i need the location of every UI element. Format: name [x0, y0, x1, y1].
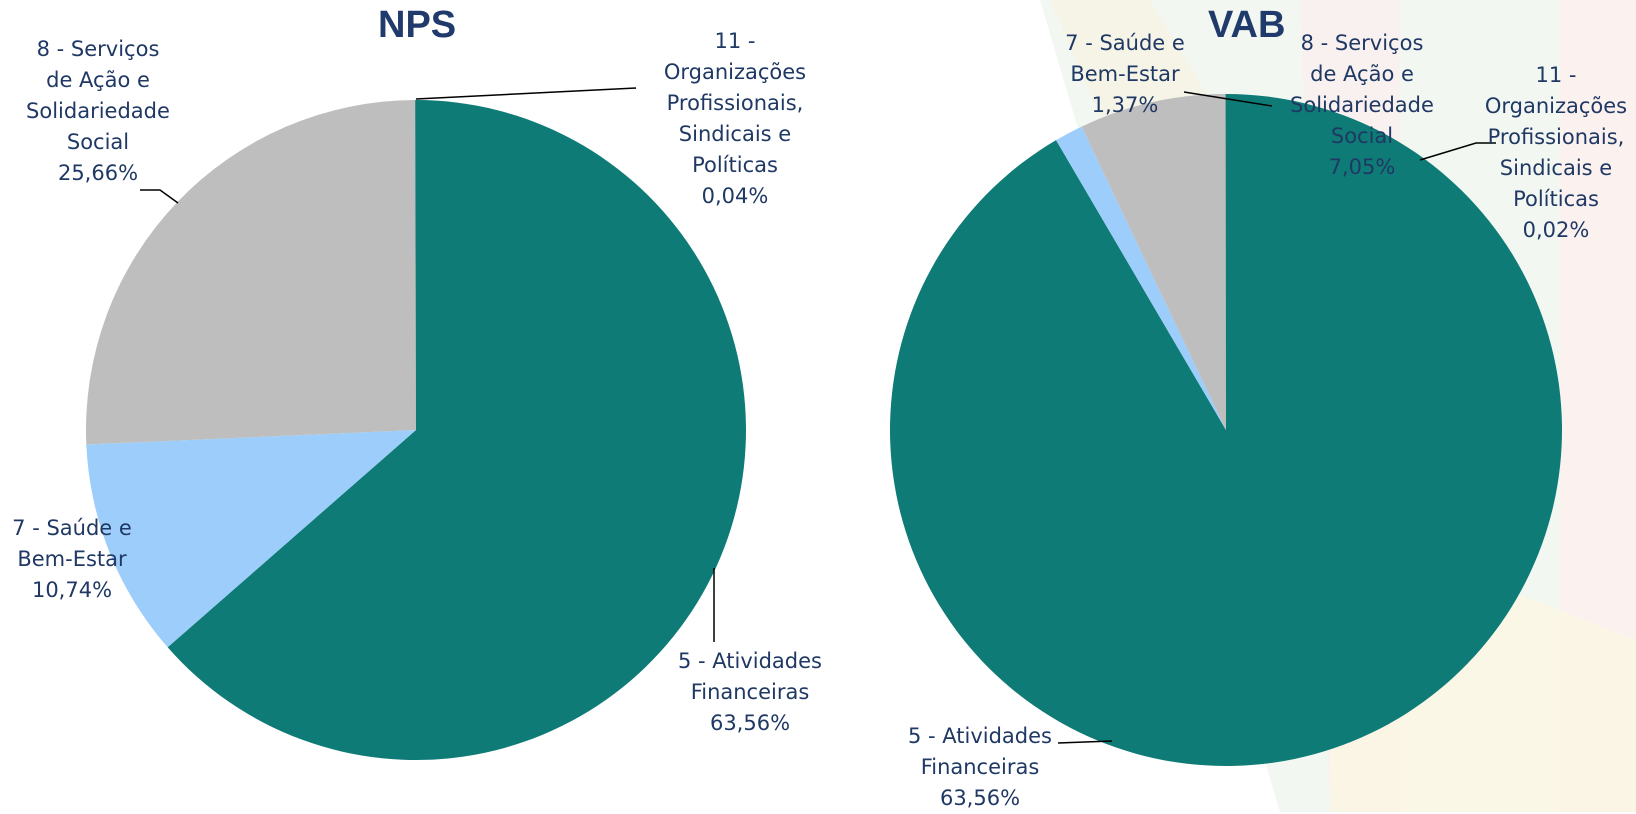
nps-leader-line-servicos	[140, 190, 178, 203]
label-line: 11 -	[650, 26, 820, 57]
label-value: 10,74%	[2, 575, 142, 606]
label-line: Financeiras	[895, 752, 1065, 783]
label-line: Profissionais,	[1476, 122, 1636, 153]
vab-label-servicos: 8 - Serviços de Ação e Solidariedade Soc…	[1282, 28, 1442, 183]
label-line: Solidariedade	[18, 96, 178, 127]
label-value: 25,66%	[18, 158, 178, 189]
vab-label-financeiras: 5 - Atividades Financeiras 63,56%	[895, 721, 1065, 814]
label-value: 1,37%	[1055, 90, 1195, 121]
label-value: 7,05%	[1282, 152, 1442, 183]
label-line: Políticas	[650, 150, 820, 181]
label-value: 0,04%	[650, 181, 820, 212]
label-line: 7 - Saúde e	[1055, 28, 1195, 59]
label-line: de Ação e	[1282, 59, 1442, 90]
nps-label-organizacoes: 11 - Organizações Profissionais, Sindica…	[650, 26, 820, 212]
label-line: Financeiras	[665, 677, 835, 708]
label-line: de Ação e	[18, 65, 178, 96]
label-line: Organizações	[1476, 91, 1636, 122]
nps-leader-line-organizacoes	[416, 88, 636, 99]
label-line: 11 -	[1476, 60, 1636, 91]
label-line: 8 - Serviços	[18, 34, 178, 65]
label-line: Organizações	[650, 57, 820, 88]
label-value: 63,56%	[665, 708, 835, 739]
label-line: Sindicais e	[650, 119, 820, 150]
label-line: 7 - Saúde e	[2, 513, 142, 544]
label-line: Bem-Estar	[2, 544, 142, 575]
label-line: Social	[1282, 121, 1442, 152]
nps-label-financeiras: 5 - Atividades Financeiras 63,56%	[665, 646, 835, 739]
label-line: Profissionais,	[650, 88, 820, 119]
label-line: Solidariedade	[1282, 90, 1442, 121]
label-line: Sindicais e	[1476, 153, 1636, 184]
nps-label-servicos: 8 - Serviços de Ação e Solidariedade Soc…	[18, 34, 178, 189]
nps-label-saude: 7 - Saúde e Bem-Estar 10,74%	[2, 513, 142, 606]
label-line: Bem-Estar	[1055, 59, 1195, 90]
vab-label-organizacoes: 11 - Organizações Profissionais, Sindica…	[1476, 60, 1636, 246]
label-line: Políticas	[1476, 184, 1636, 215]
label-line: Social	[18, 127, 178, 158]
label-value: 0,02%	[1476, 215, 1636, 246]
label-line: 5 - Atividades	[895, 721, 1065, 752]
vab-label-saude: 7 - Saúde e Bem-Estar 1,37%	[1055, 28, 1195, 121]
label-line: 8 - Serviços	[1282, 28, 1442, 59]
label-value: 63,56%	[895, 783, 1065, 814]
label-line: 5 - Atividades	[665, 646, 835, 677]
